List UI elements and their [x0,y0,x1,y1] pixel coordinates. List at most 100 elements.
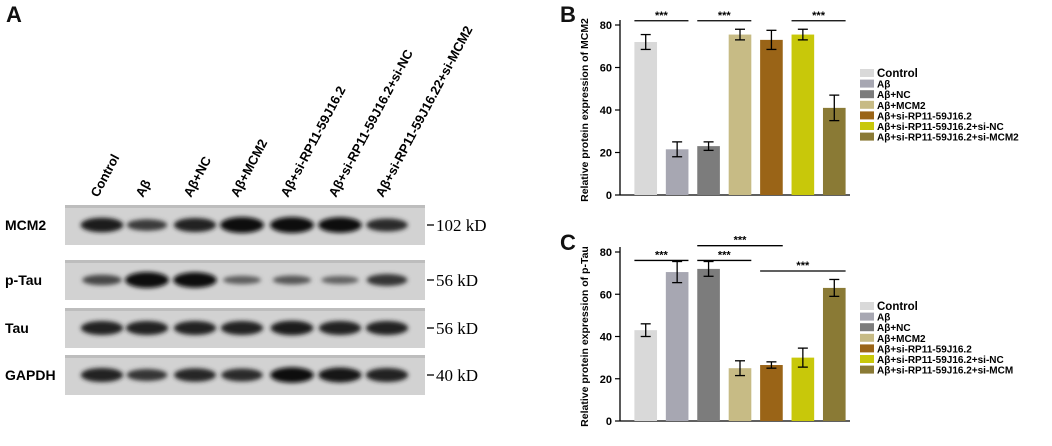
y-tick-label: 60 [600,289,612,301]
blot-row-label: p-Tau [5,272,42,288]
blot-band [270,367,314,383]
blot-lane-label: Aβ+si-RP11-59J16.2+si-NC [325,46,416,199]
blot-band [80,368,124,382]
legend-swatch [860,111,874,120]
legend-label: Aβ [877,80,890,91]
panel-label-a: A [6,2,22,27]
legend-swatch [860,355,874,363]
blot-strip-edge [65,260,425,263]
blot-band [365,368,409,382]
blot-band [318,321,362,335]
bar [822,287,846,421]
bar [634,330,658,421]
blot-strip-edge [65,308,425,311]
y-tick-label: 40 [600,105,612,117]
legend-swatch [860,90,874,99]
legend-swatch [860,132,874,141]
legend-swatch [860,323,874,332]
y-axis-label: Relative protein expression of p-Tau [579,246,591,427]
marker-label: 40 kD [436,366,478,385]
blot-row-label: MCM2 [5,217,46,233]
significance-label: *** [655,249,669,261]
blot-strip-edge [65,205,425,208]
blot-band [270,217,314,233]
legend-swatch [860,100,874,109]
bar [760,39,783,195]
blot-band [366,218,408,232]
legend-label: Aβ+NC [877,323,911,334]
blot-band [125,321,169,335]
marker-label: 56 kD [436,271,478,290]
legend-swatch [860,365,874,374]
marker-label: 56 kD [436,319,478,338]
blot-band [126,219,168,231]
legend-swatch [860,312,874,321]
significance-label: *** [796,260,810,272]
bar [665,149,689,195]
legend-label: Aβ+si-RP11-59J16.2+si-MCM [877,366,1013,377]
legend-label: Aβ+si-RP11-59J16.2+si-NC [877,355,1004,366]
legend-label: Aβ+NC [877,90,911,101]
legend-label: Control [877,68,918,80]
blot-band [272,275,312,285]
bar [634,42,658,195]
blot-band [126,369,168,381]
blot-band [80,217,124,233]
bar [697,268,720,421]
legend-swatch [860,122,874,130]
blot-band [173,218,217,232]
legend-swatch [860,69,874,77]
blot-band [366,274,408,286]
y-tick-label: 60 [600,63,612,75]
y-tick-label: 80 [600,247,612,259]
bar [728,34,752,195]
blot-band [365,321,409,335]
legend-label: Aβ+MCM2 [877,101,926,112]
significance-label: *** [812,10,826,22]
blot-row-label: GAPDH [5,367,56,383]
y-tick-label: 0 [606,416,612,428]
y-tick-label: 20 [600,374,612,386]
blot-band [321,276,359,284]
legend-label: Aβ+si-RP11-59J16.2 [877,344,972,355]
legend-label: Aβ [877,313,890,324]
blot-band [318,367,362,383]
bar [697,146,720,195]
y-axis-label: Relative protein expression of MCM2 [579,18,591,202]
legend-swatch [860,302,874,310]
blot-band [80,321,124,335]
panel-label-b: B [560,2,576,27]
blot-lane-label: Aβ [132,177,153,199]
blot-lane-label: Control [87,152,122,200]
legend-label: Aβ+MCM2 [877,334,926,345]
blot-band [174,368,216,382]
bar [822,107,846,195]
marker-label: 102 kD [436,216,487,235]
bar [791,357,815,421]
legend-label: Control [877,301,918,313]
legend-swatch [860,344,874,353]
legend-label: Aβ+si-RP11-59J16.2 [877,111,972,122]
blot-band [318,217,362,233]
blot-lane-label: Aβ+NC [180,153,214,199]
y-tick-label: 0 [606,190,612,202]
western-blot: Control Aβ Aβ+NC Aβ+MCM2 Aβ+si-RP11-59J16.2A… [5,23,487,395]
panel-label-c: C [560,230,576,255]
blot-band [173,321,217,335]
blot-band [223,275,261,285]
legend-label: Aβ+si-RP11-59J16.2+si-MCM2 [877,133,1019,144]
blot-row-label: Tau [5,320,29,336]
y-tick-label: 80 [600,20,612,32]
blot-band [270,320,314,336]
blot-band [173,272,217,288]
legend-label: Aβ+si-RP11-59J16.2+si-NC [877,122,1004,133]
blot-band [220,321,264,335]
blot-band [220,217,264,233]
legend-swatch [860,79,874,88]
significance-label: *** [655,10,669,22]
blot-band [125,272,169,288]
bar [665,272,689,421]
bar [760,365,783,421]
chart-p-tau: Relative protein expression of p-Tau 0 20 4… [579,235,1013,428]
significance-label: *** [718,249,732,261]
